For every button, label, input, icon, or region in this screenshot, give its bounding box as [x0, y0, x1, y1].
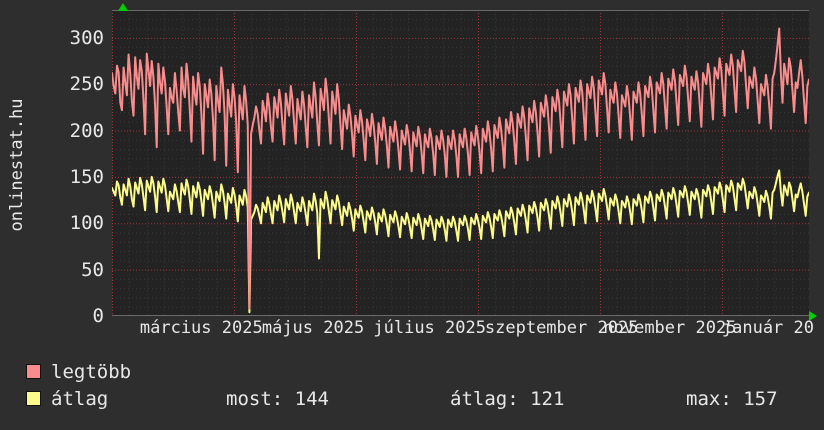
- y-tick-label: 100: [69, 212, 104, 235]
- y-tick-label: 300: [69, 26, 104, 49]
- stat-average: átlag: 121: [450, 387, 565, 410]
- axis-arrow-right-icon: [809, 311, 817, 321]
- x-axis-labels: március 2025 május 2025 július 2025 szeptem…: [112, 318, 824, 342]
- y-tick-label: 150: [69, 165, 104, 188]
- legend-row-atlag: átlag most: 144 átlag: 121 max: 157: [26, 385, 816, 412]
- legend-row-legtobb: legtöbb: [26, 358, 816, 385]
- plot-area: [112, 10, 809, 316]
- legend-label-atlag: átlag: [51, 387, 109, 410]
- y-axis-labels: 0 50 100 150 200 250 300: [0, 10, 104, 327]
- stat-most: most: 144: [226, 387, 329, 410]
- x-tick-label: március 2025: [139, 318, 263, 338]
- y-tick-label: 0: [92, 305, 104, 327]
- x-tick-label: január 20: [721, 318, 814, 338]
- y-tick-label: 50: [81, 258, 104, 281]
- legend: legtöbb átlag most: 144 átlag: 121 max: …: [26, 358, 816, 418]
- series-legtöbb: [112, 27, 809, 310]
- legend-swatch-atlag: [26, 391, 41, 406]
- plot-svg: [112, 10, 809, 316]
- y-tick-label: 250: [69, 73, 104, 96]
- stat-max: max: 157: [686, 387, 778, 410]
- legend-label-legtobb: legtöbb: [51, 360, 132, 383]
- x-tick-label: szeptember 2025: [484, 318, 639, 338]
- legend-swatch-legtobb: [26, 364, 41, 379]
- axis-arrow-up-icon: [118, 3, 128, 11]
- y-tick-label: 200: [69, 119, 104, 142]
- x-tick-label: november 2025: [603, 318, 737, 338]
- series-átlag: [112, 169, 809, 314]
- x-tick-label: július 2025: [373, 318, 486, 338]
- x-tick-label: május 2025: [261, 318, 365, 338]
